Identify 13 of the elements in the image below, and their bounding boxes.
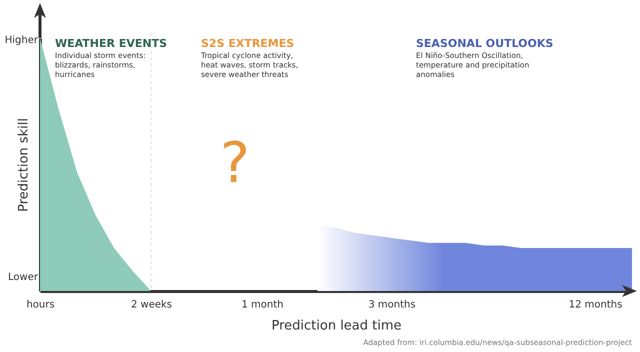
- annotation: WEATHER EVENTS: [55, 37, 168, 50]
- annotation: ?: [220, 131, 250, 196]
- text: Lower: [8, 272, 39, 283]
- x-tick-label: 3 months: [368, 300, 416, 310]
- annotation: SEASONAL OUTLOOKS: [416, 37, 554, 50]
- text: Higher: [4, 35, 39, 46]
- x-tick-label: 2 weeks: [130, 300, 172, 310]
- x-axis-title: Prediction lead time: [271, 318, 402, 334]
- annotation: S2S EXTREMES: [201, 37, 294, 50]
- x-tick-label: hours: [26, 300, 55, 310]
- x-tick-label: 12 months: [568, 300, 622, 310]
- x-tick-label: 1 month: [242, 300, 284, 310]
- y-axis-title: Prediction skill: [16, 118, 32, 212]
